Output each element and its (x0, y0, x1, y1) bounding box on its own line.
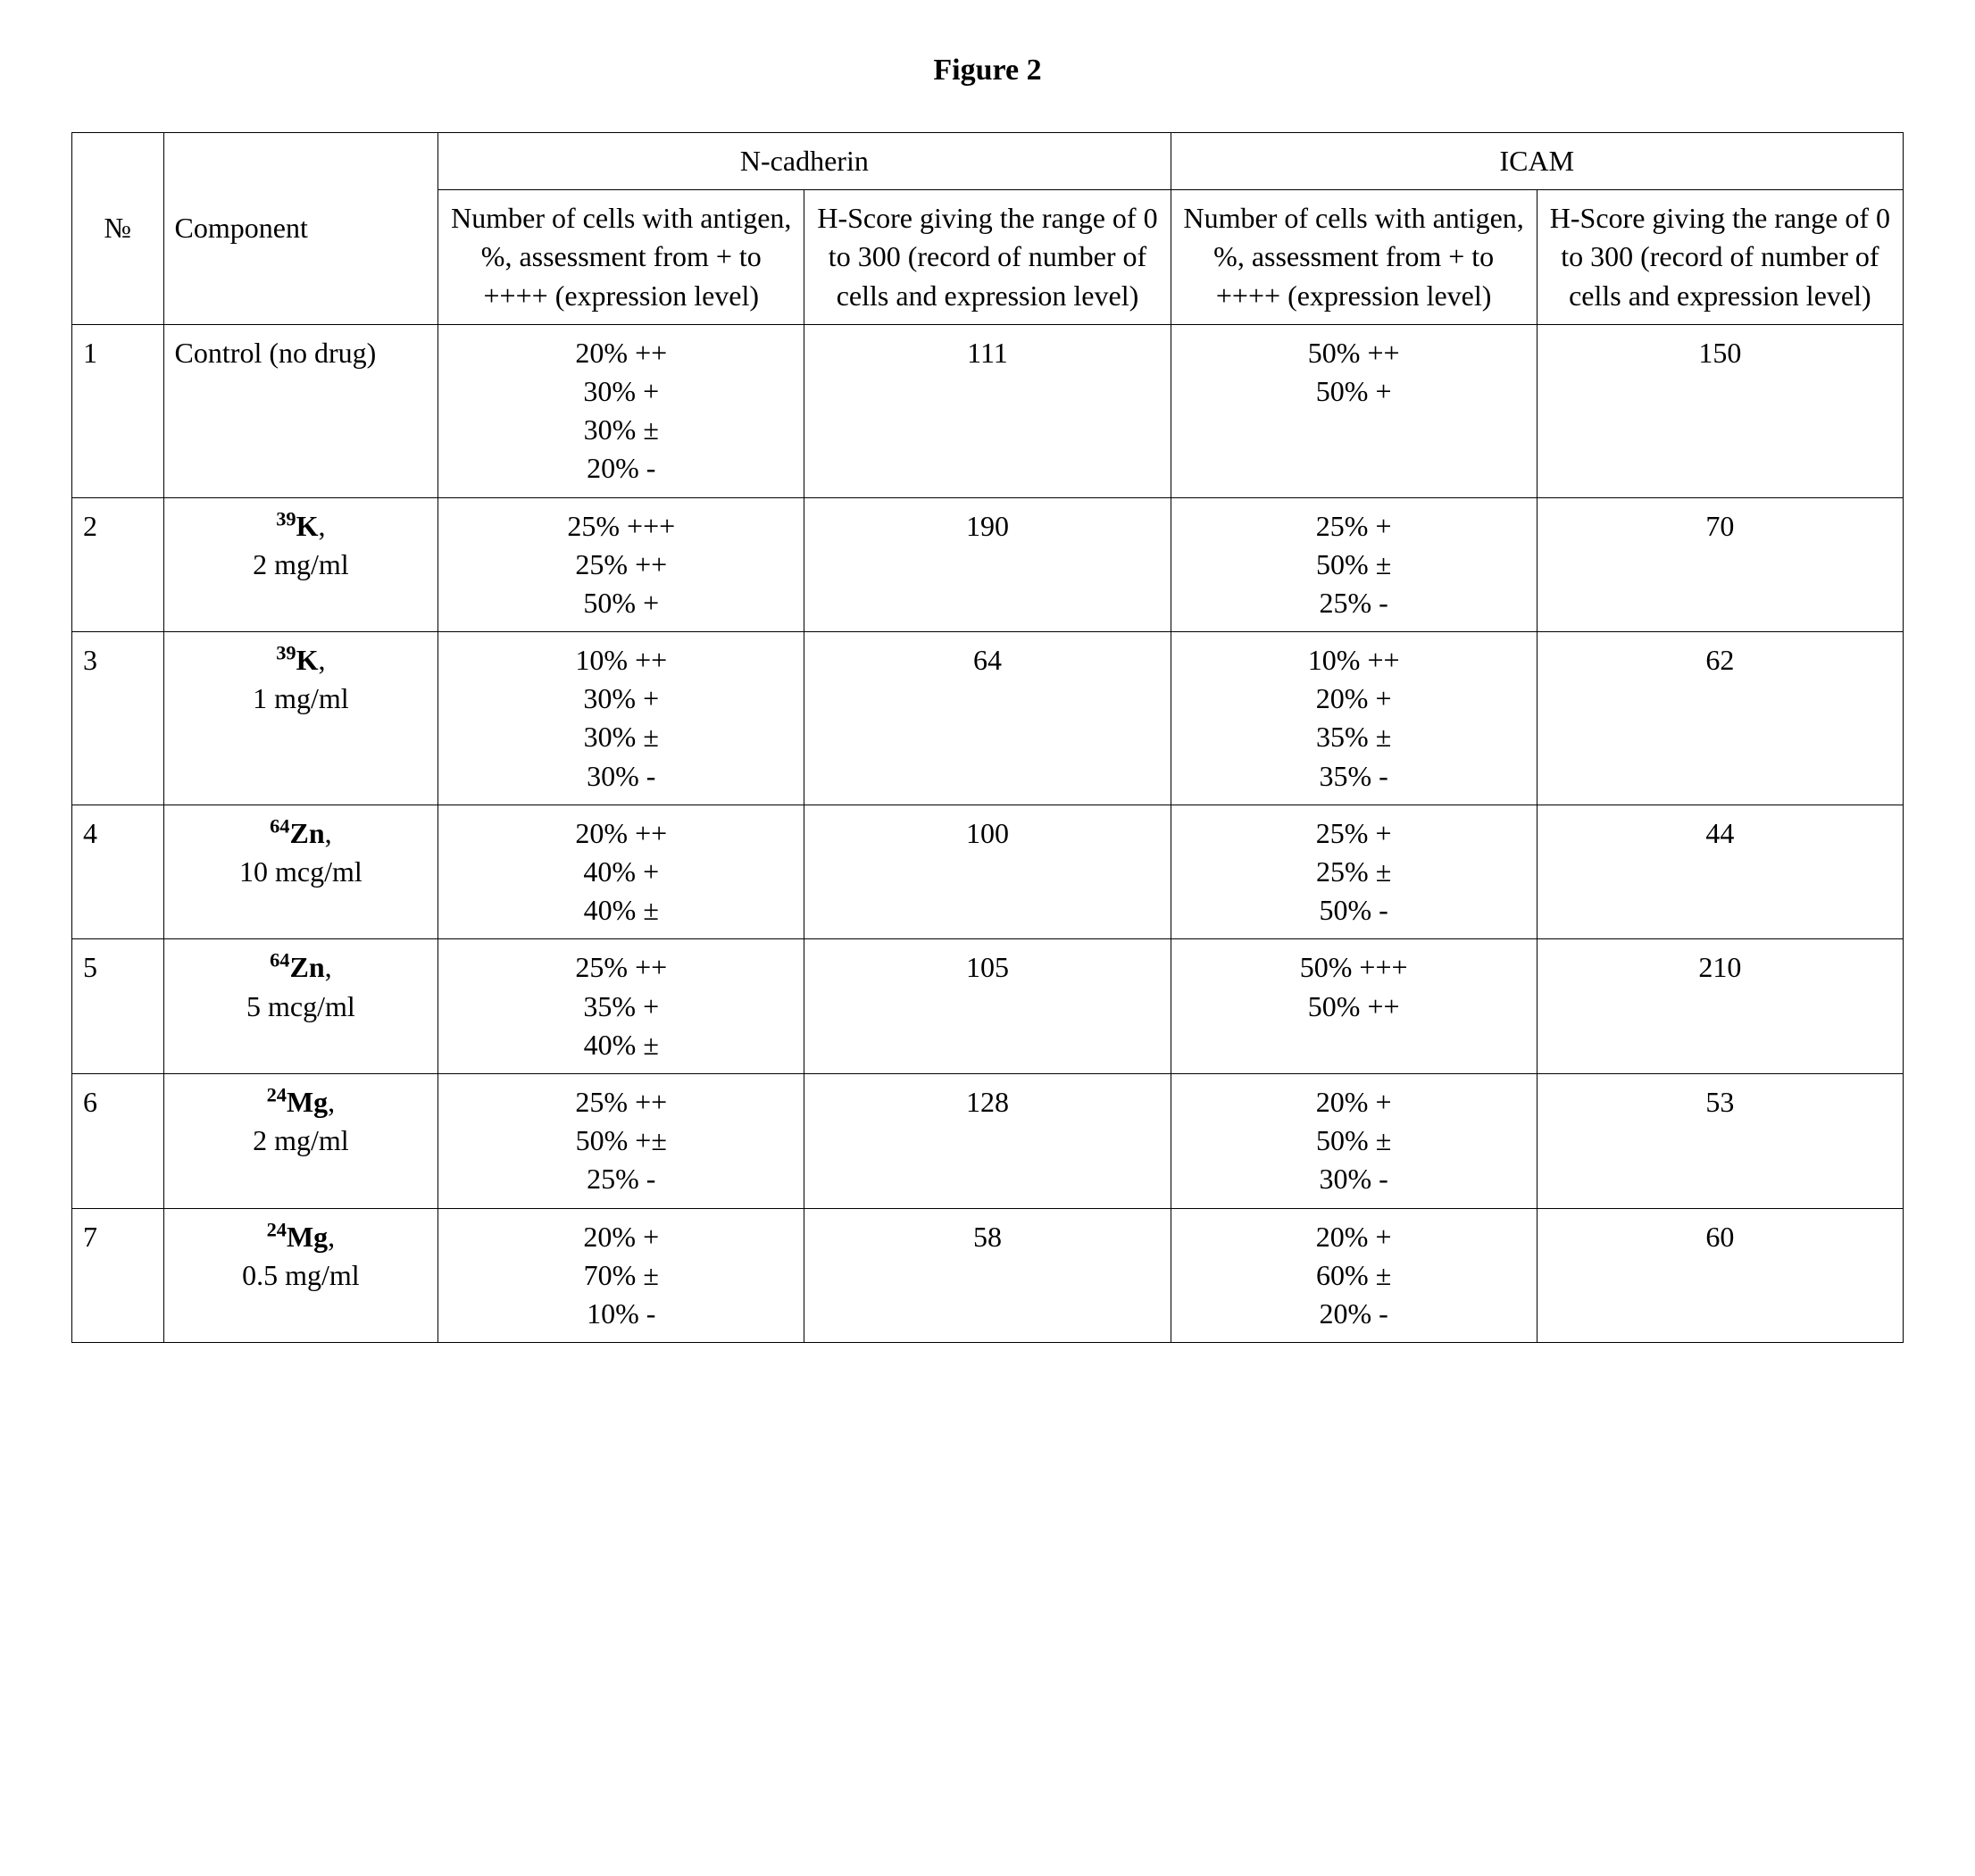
col-header-ncad-hscore: H-Score giving the range of 0 to 300 (re… (804, 190, 1171, 325)
cell-num: 6 (72, 1073, 164, 1208)
cell-ncad-cells: 25% +++ 25% ++ 50% + (438, 497, 804, 632)
table-row: 724Mg, 0.5 mg/ml20% + 70% ± 10% -5820% +… (72, 1208, 1904, 1343)
figure-title: Figure 2 (71, 54, 1904, 88)
cell-ncad-cells: 20% ++ 40% + 40% ± (438, 805, 804, 939)
cell-component: 39K, 2 mg/ml (163, 497, 438, 632)
col-header-component: Component (163, 133, 438, 325)
cell-num: 1 (72, 324, 164, 497)
isotope-mass: 64 (270, 814, 289, 837)
col-header-icam-hscore: H-Score giving the range of 0 to 300 (re… (1537, 190, 1903, 325)
cell-ncad-cells: 10% ++ 30% + 30% ± 30% - (438, 632, 804, 805)
table-body: 1Control (no drug)20% ++ 30% + 30% ± 20%… (72, 324, 1904, 1342)
isotope-mass: 39 (276, 507, 296, 529)
table-row: 1Control (no drug)20% ++ 30% + 30% ± 20%… (72, 324, 1904, 497)
cell-icam-cells: 25% + 50% ± 25% - (1171, 497, 1537, 632)
cell-component: 24Mg, 0.5 mg/ml (163, 1208, 438, 1343)
cell-ncad-hscore: 105 (804, 939, 1171, 1074)
cell-num: 4 (72, 805, 164, 939)
cell-ncad-cells: 20% + 70% ± 10% - (438, 1208, 804, 1343)
cell-icam-cells: 20% + 50% ± 30% - (1171, 1073, 1537, 1208)
cell-component: 24Mg, 2 mg/ml (163, 1073, 438, 1208)
table-row: 564Zn, 5 mcg/ml25% ++ 35% + 40% ±10550% … (72, 939, 1904, 1074)
cell-icam-hscore: 150 (1537, 324, 1903, 497)
isotope-mass: 24 (267, 1083, 287, 1105)
col-header-icam: ICAM (1171, 133, 1903, 190)
cell-component: 39K, 1 mg/ml (163, 632, 438, 805)
cell-icam-cells: 50% +++ 50% ++ (1171, 939, 1537, 1074)
cell-ncad-hscore: 111 (804, 324, 1171, 497)
cell-icam-hscore: 44 (1537, 805, 1903, 939)
col-header-num: № (72, 133, 164, 325)
table-row: 339K, 1 mg/ml10% ++ 30% + 30% ± 30% -641… (72, 632, 1904, 805)
cell-component: 64Zn, 10 mcg/ml (163, 805, 438, 939)
table-row: 624Mg, 2 mg/ml25% ++ 50% +± 25% -12820% … (72, 1073, 1904, 1208)
data-table: № Component N-cadherin ICAM Number of ce… (71, 132, 1904, 1343)
cell-ncad-hscore: 64 (804, 632, 1171, 805)
cell-ncad-hscore: 100 (804, 805, 1171, 939)
isotope-element: Mg (287, 1221, 328, 1253)
col-header-icam-cells: Number of cells with antigen, %, assessm… (1171, 190, 1537, 325)
isotope-mass: 24 (267, 1218, 287, 1240)
cell-icam-hscore: 60 (1537, 1208, 1903, 1343)
col-header-ncadherin: N-cadherin (438, 133, 1171, 190)
cell-icam-hscore: 70 (1537, 497, 1903, 632)
isotope-element: Mg (287, 1086, 328, 1118)
table-row: 464Zn, 10 mcg/ml20% ++ 40% + 40% ±10025%… (72, 805, 1904, 939)
table-row: 239K, 2 mg/ml25% +++ 25% ++ 50% +19025% … (72, 497, 1904, 632)
cell-num: 5 (72, 939, 164, 1074)
cell-icam-hscore: 62 (1537, 632, 1903, 805)
isotope-mass: 39 (276, 641, 296, 663)
cell-ncad-hscore: 190 (804, 497, 1171, 632)
cell-component: 64Zn, 5 mcg/ml (163, 939, 438, 1074)
header-row-1: № Component N-cadherin ICAM (72, 133, 1904, 190)
cell-icam-hscore: 210 (1537, 939, 1903, 1074)
col-header-ncad-cells: Number of cells with antigen, %, assessm… (438, 190, 804, 325)
cell-num: 7 (72, 1208, 164, 1343)
cell-icam-hscore: 53 (1537, 1073, 1903, 1208)
cell-icam-cells: 50% ++ 50% + (1171, 324, 1537, 497)
isotope-element: K (296, 510, 319, 542)
isotope-element: Zn (289, 951, 324, 983)
cell-icam-cells: 25% + 25% ± 50% - (1171, 805, 1537, 939)
cell-ncad-hscore: 128 (804, 1073, 1171, 1208)
cell-icam-cells: 20% + 60% ± 20% - (1171, 1208, 1537, 1343)
cell-num: 2 (72, 497, 164, 632)
cell-ncad-hscore: 58 (804, 1208, 1171, 1343)
cell-ncad-cells: 25% ++ 35% + 40% ± (438, 939, 804, 1074)
cell-ncad-cells: 25% ++ 50% +± 25% - (438, 1073, 804, 1208)
cell-component: Control (no drug) (163, 324, 438, 497)
isotope-element: Zn (289, 817, 324, 849)
cell-num: 3 (72, 632, 164, 805)
isotope-element: K (296, 644, 319, 676)
isotope-mass: 64 (270, 949, 289, 971)
cell-icam-cells: 10% ++ 20% + 35% ± 35% - (1171, 632, 1537, 805)
cell-ncad-cells: 20% ++ 30% + 30% ± 20% - (438, 324, 804, 497)
